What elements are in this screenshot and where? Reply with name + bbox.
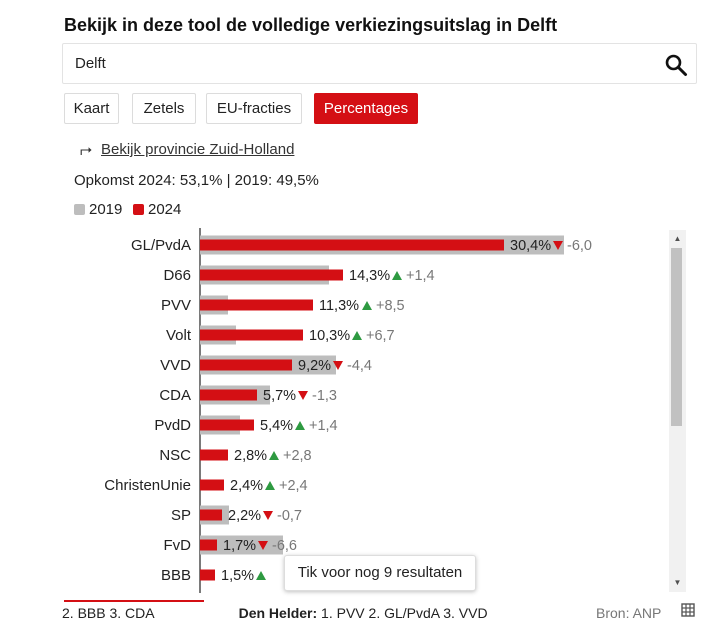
table-icon[interactable] <box>681 603 695 617</box>
category-label-vvd: VVD <box>160 357 191 374</box>
bar-2024-volt <box>200 329 303 341</box>
results-chart[interactable]: GL/PvdA 30,4% -6,0 D66 14,3% +1,4 PVV 11,3% +8,5… <box>0 228 668 593</box>
category-label-christenunie: ChristenUnie <box>104 477 191 494</box>
bar-2019-fvd <box>200 535 283 555</box>
change-label-vvd: -4,4 <box>347 358 372 374</box>
value-label-volt: 10,3% <box>309 328 350 344</box>
change-down-icon-fvd <box>258 541 268 550</box>
value-label-sp: 2,2% <box>228 508 261 524</box>
category-label-sp: SP <box>171 507 191 524</box>
change-label-cda: -1,3 <box>312 388 337 404</box>
results-ticker: 2. BBB 3. CDA Den Helder: 1. PVV 2. GL/Pv… <box>62 605 582 627</box>
scroll-up-arrow-icon[interactable]: ▲ <box>673 234 682 243</box>
legend-2019-label: 2019 <box>89 201 123 218</box>
change-label-fvd: -6,6 <box>272 538 297 554</box>
category-label-bbb: BBB <box>161 567 191 584</box>
category-label-volt: Volt <box>166 327 192 344</box>
category-label-fvd: FvD <box>164 537 192 554</box>
value-label-fvd: 1,7% <box>223 538 256 554</box>
change-label-d66: +1,4 <box>406 268 435 284</box>
results-bar-chart: GL/PvdA 30,4% -6,0 D66 14,3% +1,4 PVV 11,3% +8,5… <box>104 228 592 593</box>
return-arrow-icon: ⮣ <box>80 141 93 158</box>
tab-zetels[interactable]: Zetels <box>132 93 196 124</box>
province-link-label[interactable]: Bekijk provincie Zuid-Holland <box>101 141 295 158</box>
value-label-bbb: 1,5% <box>221 568 254 584</box>
bar-2024-bbb <box>200 569 215 581</box>
bar-2024-d66 <box>200 269 343 281</box>
value-label-gl-pvda: 30,4% <box>510 238 551 254</box>
source-label: Bron: ANP <box>596 605 662 621</box>
change-up-icon-d66 <box>392 271 402 280</box>
change-up-icon-christenunie <box>265 481 275 490</box>
change-up-icon-volt <box>352 331 362 340</box>
change-down-icon-cda <box>298 391 308 400</box>
bar-2024-christenunie <box>200 479 224 491</box>
legend-2019-swatch <box>74 204 85 215</box>
legend-2019: 2019 <box>74 201 122 218</box>
bar-2024-pvv <box>200 299 313 311</box>
bar-2024-sp <box>200 509 222 521</box>
change-label-christenunie: +2,4 <box>279 478 308 494</box>
bar-2024-vvd <box>200 359 292 371</box>
change-down-icon-sp <box>263 511 273 520</box>
category-label-pvv: PVV <box>161 297 191 314</box>
legend-2024-label: 2024 <box>148 201 182 218</box>
value-label-pvv: 11,3% <box>319 298 359 314</box>
value-label-cda: 5,7% <box>263 388 296 404</box>
tab-eu-fracties[interactable]: EU-fracties <box>206 93 302 124</box>
value-label-vvd: 9,2% <box>298 358 331 374</box>
value-label-christenunie: 2,4% <box>230 478 263 494</box>
change-label-volt: +6,7 <box>366 328 395 344</box>
category-label-nsc: NSC <box>159 447 191 464</box>
category-label-pvdd: PvdD <box>154 417 191 434</box>
change-down-icon-gl-pvda <box>553 241 563 250</box>
tab-percentages[interactable]: Percentages <box>314 93 418 124</box>
bar-2024-fvd <box>200 539 217 551</box>
category-label-gl-pvda: GL/PvdA <box>131 237 191 254</box>
turnout-text: Opkomst 2024: 53,1% | 2019: 49,5% <box>74 172 319 189</box>
change-label-gl-pvda: -6,0 <box>567 238 592 254</box>
value-label-nsc: 2,8% <box>234 448 267 464</box>
change-up-icon-bbb <box>256 571 266 580</box>
value-label-pvdd: 5,4% <box>260 418 293 434</box>
province-link[interactable]: ⮣ Bekijk provincie Zuid-Holland <box>80 141 294 158</box>
search-input[interactable]: Delft <box>75 55 106 72</box>
change-label-pvdd: +1,4 <box>309 418 338 434</box>
page-title: Bekijk in deze tool de volledige verkiez… <box>64 15 558 35</box>
change-up-icon-pvv <box>362 301 372 310</box>
ticker-rest: 1. PVV 2. GL/PvdA 3. VVD <box>317 605 488 621</box>
search-icon[interactable] <box>664 53 688 77</box>
change-label-pvv: +8,5 <box>376 298 405 314</box>
change-label-sp: -0,7 <box>277 508 302 524</box>
bar-2024-nsc <box>200 449 228 461</box>
tab-kaart[interactable]: Kaart <box>64 93 119 124</box>
scrollbar-thumb[interactable] <box>671 248 682 426</box>
bar-2024-pvdd <box>200 419 254 431</box>
ticker-city: Den Helder: <box>238 605 318 621</box>
change-up-icon-nsc <box>269 451 279 460</box>
bar-2024-gl-pvda <box>200 239 504 251</box>
scroll-down-arrow-icon[interactable]: ▼ <box>673 578 682 587</box>
bar-2024-cda <box>200 389 257 401</box>
legend-2024-swatch <box>133 204 144 215</box>
change-label-nsc: +2,8 <box>283 448 312 464</box>
value-label-d66: 14,3% <box>349 268 390 284</box>
change-down-icon-vvd <box>333 361 343 370</box>
legend-2024: 2024 <box>133 201 181 218</box>
chart-scrollbar[interactable]: ▲ ▼ <box>669 230 686 592</box>
ticker-progress-line <box>64 600 204 602</box>
more-results-tooltip[interactable]: Tik voor nog 9 resultaten <box>284 555 476 591</box>
search-box[interactable]: Delft <box>62 43 697 84</box>
category-label-d66: D66 <box>163 267 191 284</box>
change-up-icon-pvdd <box>295 421 305 430</box>
category-label-cda: CDA <box>159 387 191 404</box>
ticker-lead: 2. BBB 3. CDA <box>62 605 155 621</box>
